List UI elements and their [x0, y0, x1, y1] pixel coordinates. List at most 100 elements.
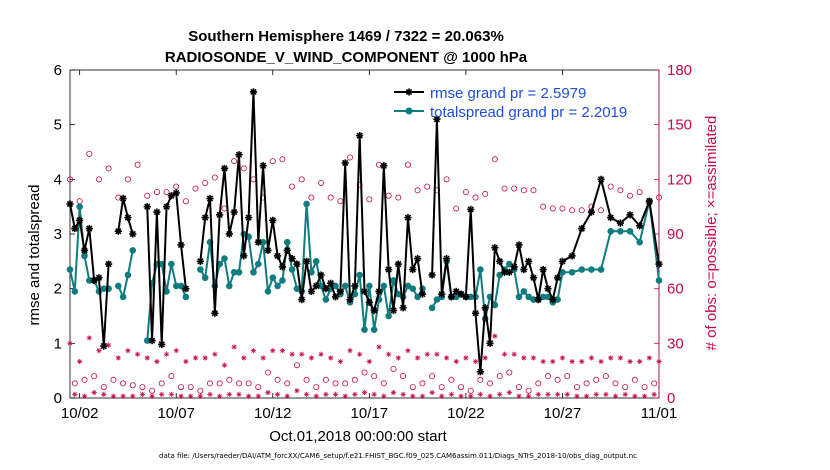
y-tick-label: 6 [54, 62, 62, 79]
obs-assimilated-point [250, 348, 257, 354]
obs-assimilated-point [86, 335, 92, 341]
obs-possible-point [178, 384, 185, 391]
data-point [496, 271, 503, 279]
chart-title: Southern Hemisphere 1469 / 7322 = 20.063… [188, 28, 504, 45]
y2-tick-label: 150 [667, 117, 692, 134]
data-point [554, 274, 562, 282]
y2-tick-label: 180 [667, 62, 692, 79]
obs-possible-point [202, 179, 209, 186]
data-point [148, 337, 156, 345]
data-point [506, 260, 513, 268]
obs-assimilated-point [386, 351, 392, 357]
data-point [491, 301, 499, 309]
obs-possible-point [419, 380, 426, 387]
obs-possible-point [540, 203, 547, 210]
data-point [616, 219, 624, 227]
data-point [76, 216, 84, 224]
obs-possible-point [404, 161, 411, 168]
obs-possible-point [506, 369, 513, 376]
obs-possible-point [293, 362, 300, 369]
legend-rmse-star [405, 88, 413, 96]
obs-assimilated-point [492, 333, 498, 339]
obs-possible-point [235, 380, 242, 387]
data-point [409, 285, 417, 292]
obs-assimilated-point [651, 391, 657, 397]
obs-possible-point [491, 156, 498, 163]
obs-possible-point [448, 376, 455, 383]
data-file-footer: data file: /Users/raeder/DAI/ATM_forcXX/… [159, 452, 637, 460]
data-point [66, 266, 74, 273]
obs-possible-point [115, 194, 122, 201]
obs-assimilated-point [217, 393, 223, 399]
obs-assimilated-point [656, 358, 662, 365]
data-point [361, 326, 368, 333]
data-point [539, 265, 547, 274]
obs-assimilated-point [226, 391, 232, 397]
obs-possible-point [192, 185, 199, 192]
data-point [279, 277, 286, 284]
data-point [163, 288, 170, 295]
data-point [86, 277, 93, 284]
obs-possible-point [153, 189, 160, 196]
obs-possible-point [573, 384, 580, 391]
obs-possible-point [627, 192, 634, 199]
obs-possible-point [216, 380, 223, 387]
obs-possible-point [81, 376, 88, 383]
data-point [143, 337, 151, 344]
obs-possible-point [496, 373, 503, 380]
x-axis-label: Oct.01,2018 00:00:00 start [269, 428, 447, 445]
obs-possible-point [371, 373, 378, 380]
obs-possible-point [390, 365, 397, 372]
obs-possible-point [472, 194, 479, 201]
data-point [549, 296, 557, 304]
data-point [366, 282, 373, 290]
data-point [226, 282, 233, 290]
x-tick-label: 10/07 [157, 405, 195, 422]
obs-assimilated-point [144, 355, 150, 361]
obs-assimilated-point [332, 391, 339, 397]
obs-possible-point [105, 165, 112, 172]
obs-assimilated-point [192, 355, 199, 361]
obs-assimilated-point [357, 351, 363, 357]
obs-possible-point [462, 189, 469, 196]
data-point [249, 88, 258, 96]
y2-axis-label: # of obs: o=possible; ×=assimilated [703, 116, 720, 351]
data-point [515, 241, 523, 249]
obs-assimilated-point [516, 393, 522, 399]
data-point [259, 238, 267, 246]
obs-assimilated-point [583, 393, 590, 399]
obs-possible-point [231, 158, 238, 165]
data-point [578, 266, 586, 273]
obs-possible-point [443, 176, 450, 183]
obs-assimilated-point [178, 393, 184, 399]
obs-assimilated-point [453, 358, 459, 365]
obs-assimilated-point [67, 340, 73, 346]
obs-possible-point [226, 376, 233, 383]
obs-assimilated-point [294, 388, 300, 394]
obs-possible-point [255, 384, 262, 391]
obs-assimilated-point [395, 355, 401, 361]
obs-possible-point [617, 187, 624, 194]
obs-assimilated-point [274, 391, 281, 397]
data-point [197, 266, 204, 273]
data-point [288, 255, 296, 263]
obs-assimilated-point [458, 393, 464, 399]
obs-possible-point [100, 384, 107, 391]
obs-possible-point [612, 380, 619, 387]
obs-assimilated-point [472, 358, 479, 365]
obs-possible-point [482, 190, 489, 197]
obs-possible-point [356, 181, 363, 188]
obs-possible-point [593, 376, 600, 383]
obs-assimilated-point [299, 351, 305, 357]
obs-possible-point [467, 387, 474, 394]
data-point [534, 296, 542, 304]
obs-assimilated-point [564, 391, 570, 397]
data-point [486, 339, 494, 347]
obs-assimilated-point [289, 351, 295, 357]
data-point [264, 288, 272, 295]
data-point [230, 268, 238, 276]
data-point [539, 293, 547, 301]
obs-possible-point [91, 373, 98, 380]
data-point [433, 296, 441, 303]
data-point [278, 263, 287, 271]
